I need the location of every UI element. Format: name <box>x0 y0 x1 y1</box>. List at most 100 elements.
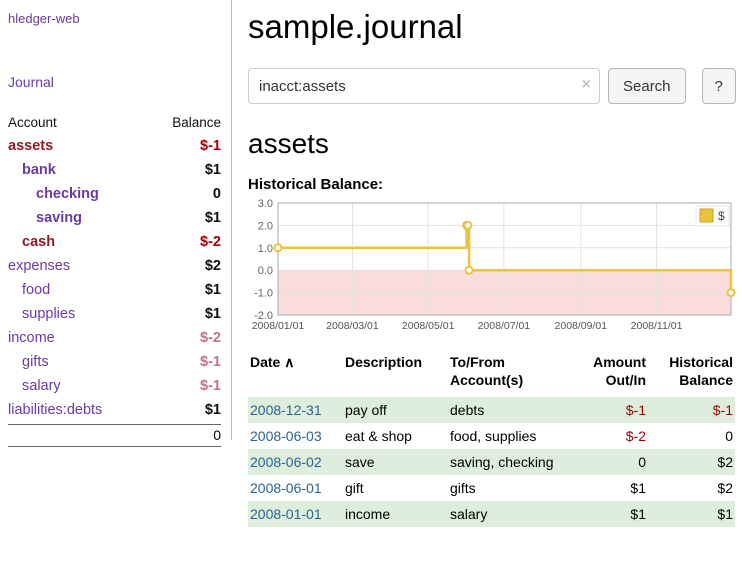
account-row: liabilities:debts $1 <box>8 398 221 422</box>
svg-text:-2.0: -2.0 <box>254 310 273 322</box>
account-link[interactable]: bank <box>22 162 56 178</box>
account-balance: $-1 <box>200 378 221 394</box>
account-balance: 0 <box>212 186 221 202</box>
register-header-row: Date ∧ Description To/From Account(s) Am… <box>248 353 735 397</box>
svg-text:2008/03/01: 2008/03/01 <box>326 320 379 332</box>
svg-text:2008/05/01: 2008/05/01 <box>402 320 455 332</box>
svg-text:2008/09/01: 2008/09/01 <box>555 320 608 332</box>
account-balance: $-2 <box>200 330 221 346</box>
account-heading: assets <box>248 128 329 159</box>
search-bar: × Search ? <box>248 68 738 104</box>
sort-ascending-icon: ∧ <box>284 354 295 370</box>
account-balance: $-1 <box>200 138 221 154</box>
accounts-table: Account Balance assets $-1 bank $1 checking 0… <box>8 112 221 447</box>
accounts-total-row: 0 <box>8 424 221 447</box>
account-balance: $-1 <box>200 354 221 370</box>
main-content: sample.journal × Search ? assets Histori… <box>248 0 738 527</box>
account-link[interactable]: assets <box>8 138 54 154</box>
accounts-table-header: Account Balance <box>8 112 221 134</box>
register-row: 2008-01-01 income salary $1 $1 <box>248 501 735 527</box>
search-box: × <box>248 68 600 104</box>
account-link[interactable]: saving <box>36 210 82 226</box>
register-row: 2008-12-31 pay off debts $-1 $-1 <box>248 397 735 423</box>
register-balance: $2 <box>717 480 733 496</box>
register-header-amount: Amount Out/In <box>593 354 646 388</box>
account-link[interactable]: salary <box>22 378 61 394</box>
historical-balance-chart: 3.0 2.0 1.0 0.0 -1.0 -2.0 2008/01/01 2008/03/01… <box>248 197 738 339</box>
account-row: checking 0 <box>8 182 221 206</box>
register-header-description: Description <box>345 354 423 370</box>
account-row: assets $-1 <box>8 134 221 158</box>
transaction-date-link[interactable]: 2008-12-31 <box>250 402 322 418</box>
svg-text:1.0: 1.0 <box>258 243 273 255</box>
register-balance: $2 <box>717 454 733 470</box>
svg-text:-1.0: -1.0 <box>254 288 273 300</box>
account-row: saving $1 <box>8 206 221 230</box>
app-title: hledger-web <box>8 10 221 28</box>
register-header-balance: Historical Balance <box>669 354 733 388</box>
account-row: expenses $2 <box>8 254 221 278</box>
account-balance: $1 <box>204 402 221 418</box>
register-row: 2008-06-02 save saving, checking 0 $2 <box>248 449 735 475</box>
account-link[interactable]: food <box>22 282 51 298</box>
account-row: bank $1 <box>8 158 221 182</box>
register-header-accounts: To/From Account(s) <box>450 354 524 388</box>
register-description: income <box>345 506 391 522</box>
svg-text:2.0: 2.0 <box>258 220 273 232</box>
account-link[interactable]: supplies <box>22 306 76 322</box>
search-button[interactable]: Search <box>608 68 686 104</box>
account-link[interactable]: liabilities:debts <box>8 402 103 418</box>
register-row: 2008-06-01 gift gifts $1 $2 <box>248 475 735 501</box>
account-row: food $1 <box>8 278 221 302</box>
register-accounts: food, supplies <box>450 428 537 444</box>
register-amount: $1 <box>630 506 646 522</box>
account-link[interactable]: gifts <box>22 354 49 370</box>
register-amount: 0 <box>638 454 646 470</box>
account-row: gifts $-1 <box>8 350 221 374</box>
register-accounts: debts <box>450 402 485 418</box>
sidebar-item-journal[interactable]: Journal <box>8 74 54 90</box>
account-balance: $1 <box>204 282 221 298</box>
clear-search-icon[interactable]: × <box>581 76 591 93</box>
account-link[interactable]: income <box>8 330 55 346</box>
register-header-date[interactable]: Date ∧ <box>248 353 343 397</box>
svg-text:2008/11/01: 2008/11/01 <box>631 320 683 332</box>
account-balance: $1 <box>204 306 221 322</box>
account-balance: $-2 <box>200 234 221 250</box>
register-description: pay off <box>345 402 387 418</box>
account-link[interactable]: expenses <box>8 258 71 274</box>
chart-title: Historical Balance: <box>248 176 384 193</box>
accounts-rows: assets $-1 bank $1 checking 0 saving $1 cash $-2 e… <box>8 134 221 422</box>
transaction-date-link[interactable]: 2008-06-03 <box>250 428 322 444</box>
account-balance: $1 <box>204 210 221 226</box>
register-description: eat & shop <box>345 428 412 444</box>
svg-text:0.0: 0.0 <box>258 265 273 277</box>
register-amount: $-2 <box>625 428 646 444</box>
svg-text:2008/07/01: 2008/07/01 <box>478 320 531 332</box>
register-accounts: salary <box>450 506 488 522</box>
app-title-link[interactable]: hledger-web <box>8 11 80 26</box>
register-description: gift <box>345 480 364 496</box>
svg-text:$: $ <box>718 209 725 223</box>
accounts-header-balance: Balance <box>172 115 221 130</box>
account-link[interactable]: cash <box>22 234 56 250</box>
svg-text:3.0: 3.0 <box>258 198 273 210</box>
register-row: 2008-06-03 eat & shop food, supplies $-2 0 <box>248 423 735 449</box>
transaction-date-link[interactable]: 2008-06-02 <box>250 454 322 470</box>
help-button[interactable]: ? <box>701 68 736 104</box>
register-accounts: gifts <box>450 480 476 496</box>
search-input[interactable] <box>248 68 600 104</box>
sidebar: hledger-web Journal Account Balance asse… <box>0 0 232 447</box>
transaction-date-link[interactable]: 2008-06-01 <box>250 480 322 496</box>
transaction-date-link[interactable]: 2008-01-01 <box>250 506 322 522</box>
register-balance: 0 <box>725 428 733 444</box>
register-accounts: saving, checking <box>450 454 554 470</box>
page-title: sample.journal <box>248 8 463 45</box>
register-description: save <box>345 454 375 470</box>
account-balance: $2 <box>204 258 221 274</box>
accounts-header-account: Account <box>8 115 57 130</box>
account-link[interactable]: checking <box>36 186 99 202</box>
svg-text:2008/01/01: 2008/01/01 <box>252 320 305 332</box>
date-header-label: Date <box>250 354 281 370</box>
account-row: income $-2 <box>8 326 221 350</box>
